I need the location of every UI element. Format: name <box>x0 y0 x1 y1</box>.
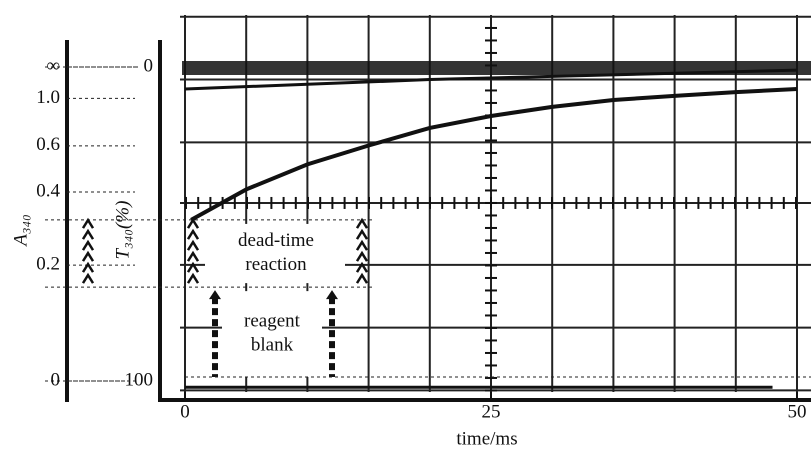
y2-tick-label: 0 <box>51 369 61 390</box>
arrow <box>83 253 93 261</box>
trace <box>191 89 797 220</box>
annotation-text: reaction <box>245 254 307 275</box>
annotation-text: blank <box>251 334 294 355</box>
arrow <box>188 231 198 239</box>
y2-tick-label: 0.2 <box>36 253 60 274</box>
y-label: T₃₄₀(%) <box>112 201 133 260</box>
trace-band <box>182 61 811 75</box>
arrow <box>188 275 198 283</box>
y2-tick-label: 0.6 <box>36 134 60 155</box>
x-label: time/ms <box>456 428 517 449</box>
y-tick-label: 100 <box>125 369 154 390</box>
annotation-text: dead-time <box>238 230 314 251</box>
arrow <box>83 220 93 228</box>
arrow <box>188 242 198 250</box>
arrow <box>357 242 367 250</box>
annotation-text: reagent <box>244 310 301 331</box>
arrow <box>357 253 367 261</box>
arrow <box>209 290 221 299</box>
arrow <box>357 275 367 283</box>
arrow <box>83 242 93 250</box>
arrow <box>326 290 338 299</box>
chart: time/ms T₃₄₀(%) A₃₄₀ 0 25 50 0 100 ∞ 1.0 0.6 0.4… <box>0 0 811 455</box>
x-tick-label: 25 <box>482 401 501 422</box>
arrow <box>83 231 93 239</box>
x-tick-label: 50 <box>788 401 807 422</box>
x-tick-label: 0 <box>180 401 190 422</box>
y2-tick-label: ∞ <box>46 55 60 76</box>
arrow <box>188 220 198 228</box>
y2-tick-label: 0.4 <box>36 180 60 201</box>
y2-label: A₃₄₀ <box>10 214 31 247</box>
y-tick-label: 0 <box>144 55 154 76</box>
arrow <box>83 275 93 283</box>
arrow <box>357 220 367 228</box>
arrow <box>188 253 198 261</box>
y2-tick-label: 1.0 <box>36 87 60 108</box>
arrow <box>357 231 367 239</box>
